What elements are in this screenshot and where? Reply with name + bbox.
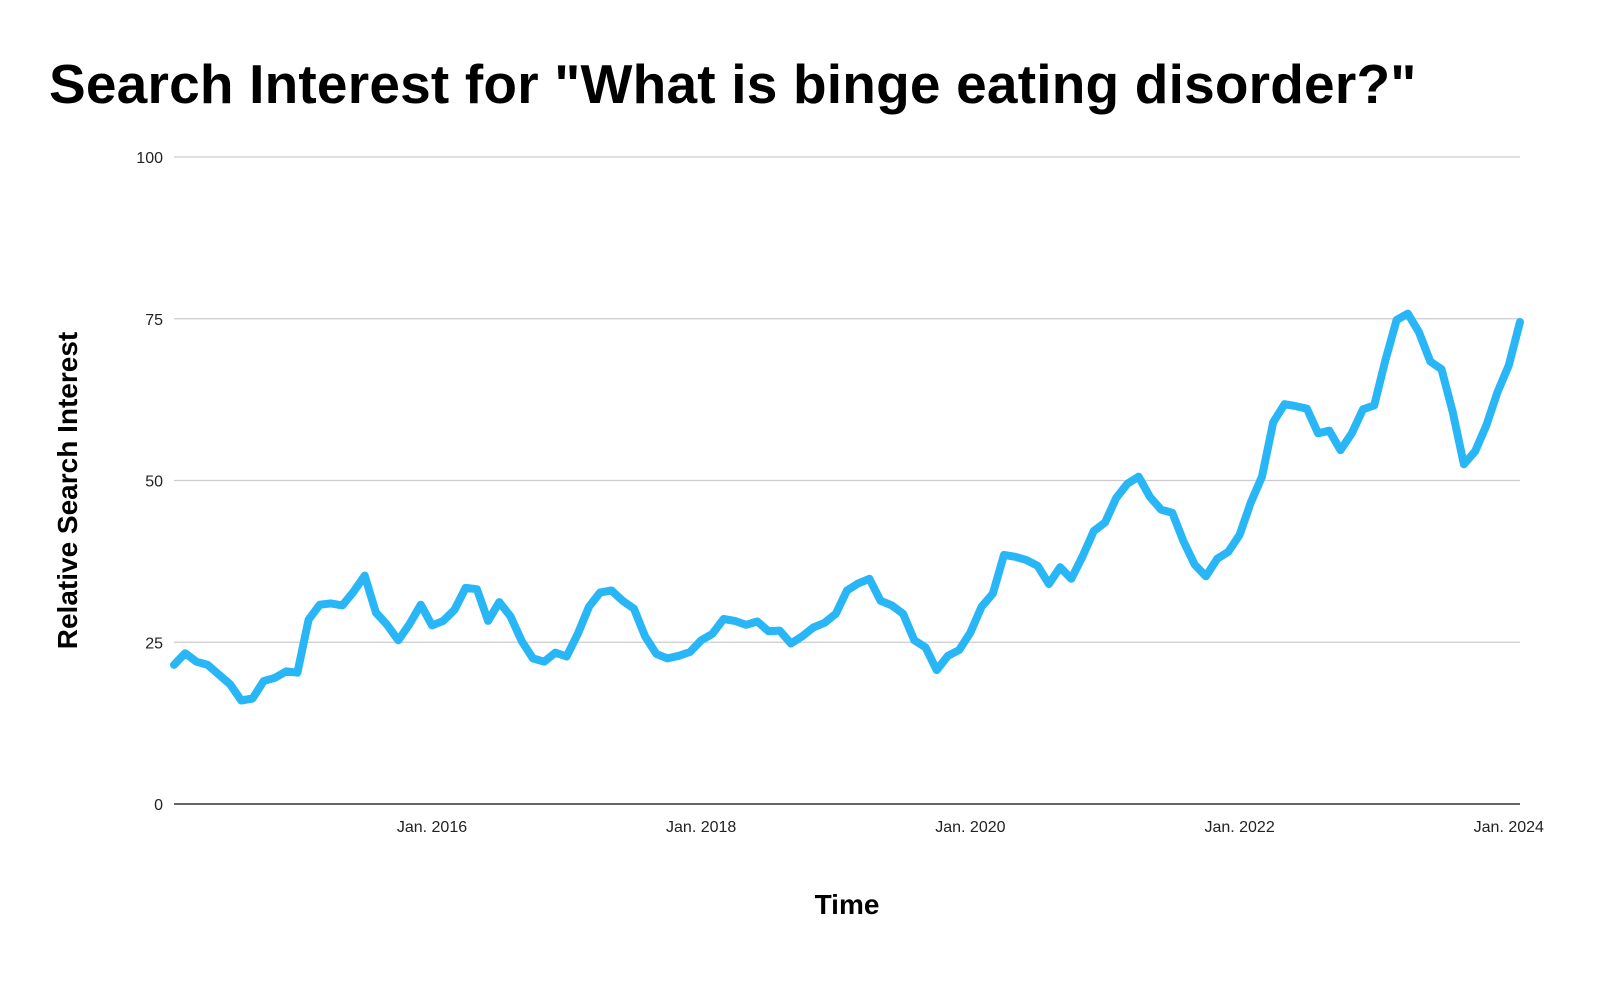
- y-tick-label: 0: [154, 797, 163, 814]
- y-tick-label: 25: [145, 635, 163, 652]
- x-tick-label: Jan. 2022: [1204, 819, 1274, 836]
- x-tick-label: Jan. 2016: [397, 819, 467, 836]
- y-tick-label: 75: [145, 312, 163, 329]
- y-tick-label: 50: [145, 474, 163, 491]
- y-tick-labels: 0 25 50 75 100: [136, 150, 163, 814]
- y-tick-label: 100: [136, 150, 163, 167]
- x-tick-label: Jan. 2024: [1474, 819, 1544, 836]
- chart-title: Search Interest for "What is binge eatin…: [49, 53, 1417, 115]
- x-axis-title: Time: [815, 889, 880, 920]
- gridlines: [174, 156, 1520, 643]
- x-tick-labels: Jan. 2016 Jan. 2018 Jan. 2020 Jan. 2022 Jan.…: [397, 819, 1544, 836]
- x-tick-label: Jan. 2018: [666, 819, 736, 836]
- series-line: [170, 309, 1524, 705]
- y-axis-title: Relative Search Interest: [52, 332, 83, 650]
- x-tick-label: Jan. 2020: [935, 819, 1005, 836]
